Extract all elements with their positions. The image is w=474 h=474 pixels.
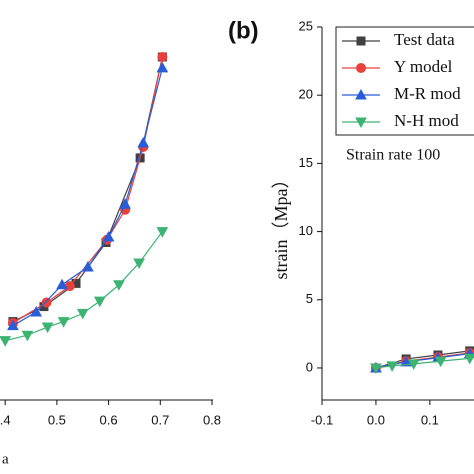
marker (102, 230, 115, 242)
marker (21, 330, 34, 342)
series-line (5, 231, 163, 342)
x-tick-label: 0.5 (48, 412, 66, 427)
x-tick-label: .4 (0, 412, 11, 427)
x-axis-label: a (2, 451, 9, 467)
legend-label: M-R mod (394, 84, 461, 103)
marker (56, 278, 68, 290)
panel-label: (b) (228, 17, 259, 44)
marker (137, 136, 150, 148)
legend-marker (355, 117, 367, 129)
x-tick-label: 0.1 (421, 412, 439, 427)
legend-label: Y model (394, 57, 453, 76)
marker (400, 355, 412, 367)
marker (64, 281, 75, 292)
marker (156, 227, 169, 238)
series (7, 52, 168, 328)
legend-marker (355, 88, 367, 100)
marker (133, 258, 145, 269)
marker (157, 52, 168, 63)
legend-marker (356, 63, 366, 73)
marker (82, 260, 94, 272)
annotation: Strain rate 100 (346, 147, 440, 164)
y-tick-label: 5 (306, 291, 313, 306)
x-tick-label: -0.1 (311, 412, 333, 427)
marker (407, 359, 420, 370)
series (7, 61, 169, 331)
marker (386, 361, 398, 372)
y-tick-label: 15 (299, 155, 313, 170)
y-tick-label: 0 (306, 359, 313, 374)
y-axis-label: strain（Mpa） (271, 171, 291, 280)
x-tick-label: 0.7 (151, 412, 169, 427)
marker (119, 198, 131, 209)
marker (41, 322, 54, 334)
series (0, 227, 169, 347)
legend-label: N-H mod (394, 111, 459, 130)
marker (76, 308, 89, 320)
marker (41, 297, 52, 308)
legend-marker (356, 36, 366, 46)
series-line (12, 67, 163, 327)
y-tick-label: 25 (299, 18, 313, 33)
x-tick-label: 0.8 (203, 412, 221, 427)
series-line (12, 56, 163, 323)
series (8, 52, 167, 327)
marker (113, 280, 125, 291)
series-line (12, 56, 163, 324)
marker (7, 319, 19, 331)
marker (370, 363, 382, 374)
marker (57, 317, 70, 328)
marker (30, 306, 43, 317)
y-tick-label: 10 (299, 223, 313, 238)
marker (93, 296, 106, 308)
x-tick-label: 0.6 (100, 412, 118, 427)
x-tick-label: 0.0 (367, 412, 385, 427)
marker (0, 336, 12, 347)
marker (434, 356, 447, 368)
legend-label: Test data (394, 30, 455, 49)
marker (463, 353, 474, 365)
y-tick-label: 20 (299, 87, 313, 102)
series (370, 353, 474, 374)
marker (156, 61, 169, 73)
